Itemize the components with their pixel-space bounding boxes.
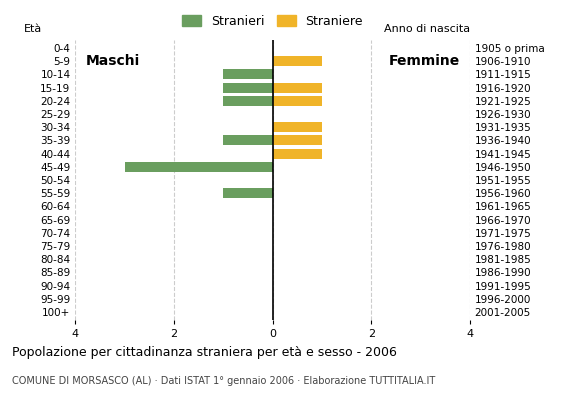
Bar (125, 162, 273, 172)
Text: Anno di nascita: Anno di nascita (384, 24, 470, 34)
Text: Femmine: Femmine (389, 54, 460, 68)
Legend: Stranieri, Straniere: Stranieri, Straniere (177, 10, 368, 33)
Bar (223, 96, 273, 106)
Bar (273, 56, 322, 66)
Bar (273, 136, 322, 145)
Bar (223, 69, 273, 79)
Bar (273, 122, 322, 132)
Bar (223, 82, 273, 92)
Text: COMUNE DI MORSASCO (AL) · Dati ISTAT 1° gennaio 2006 · Elaborazione TUTTITALIA.I: COMUNE DI MORSASCO (AL) · Dati ISTAT 1° … (12, 376, 435, 386)
Text: Età: Età (24, 24, 42, 34)
Bar (223, 136, 273, 145)
Bar (273, 149, 322, 158)
Bar (273, 96, 322, 106)
Text: Popolazione per cittadinanza straniera per età e sesso - 2006: Popolazione per cittadinanza straniera p… (12, 346, 397, 359)
Bar (223, 188, 273, 198)
Text: Maschi: Maschi (85, 54, 140, 68)
Bar (273, 82, 322, 92)
